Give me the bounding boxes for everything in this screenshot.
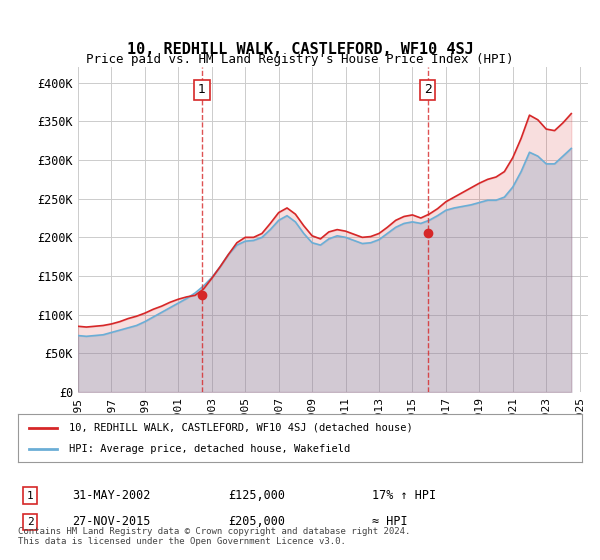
Text: 31-MAY-2002: 31-MAY-2002 [72,489,151,502]
Text: 1: 1 [198,83,206,96]
Text: 27-NOV-2015: 27-NOV-2015 [72,515,151,529]
Text: 1: 1 [26,491,34,501]
Text: Price paid vs. HM Land Registry's House Price Index (HPI): Price paid vs. HM Land Registry's House … [86,53,514,66]
Text: HPI: Average price, detached house, Wakefield: HPI: Average price, detached house, Wake… [69,444,350,454]
Text: 2: 2 [26,517,34,527]
Text: Contains HM Land Registry data © Crown copyright and database right 2024.
This d: Contains HM Land Registry data © Crown c… [18,526,410,546]
Text: 10, REDHILL WALK, CASTLEFORD, WF10 4SJ: 10, REDHILL WALK, CASTLEFORD, WF10 4SJ [127,42,473,57]
Text: £205,000: £205,000 [228,515,285,529]
Text: 2: 2 [424,83,432,96]
Text: £125,000: £125,000 [228,489,285,502]
Text: ≈ HPI: ≈ HPI [372,515,407,529]
Text: 17% ↑ HPI: 17% ↑ HPI [372,489,436,502]
Text: 10, REDHILL WALK, CASTLEFORD, WF10 4SJ (detached house): 10, REDHILL WALK, CASTLEFORD, WF10 4SJ (… [69,423,413,433]
